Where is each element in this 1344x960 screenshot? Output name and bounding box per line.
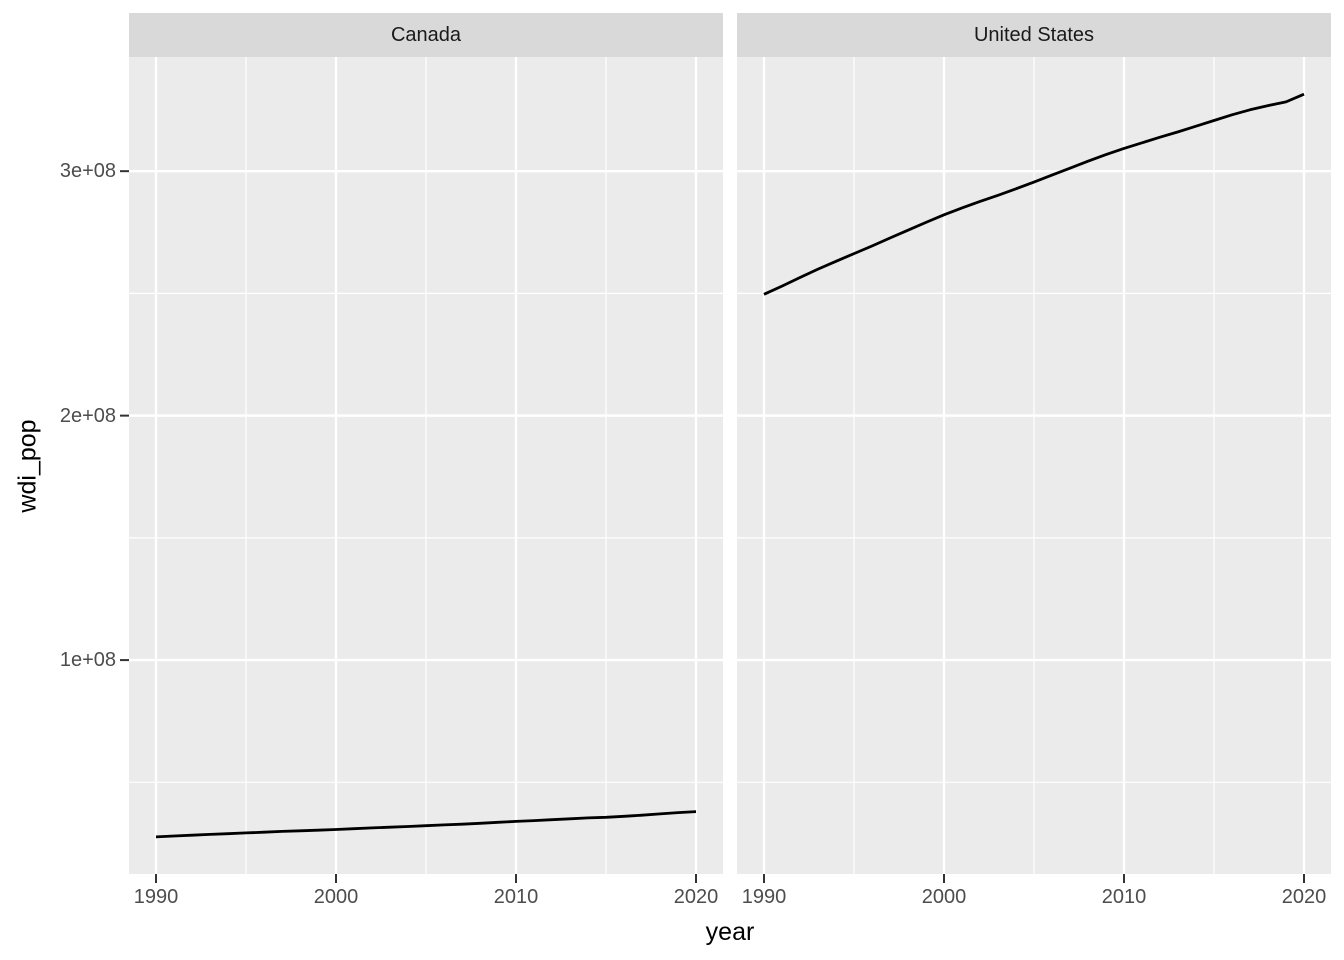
x-tick-label: 2010 [493,886,539,908]
x-tick-label: 1990 [741,886,787,908]
x-tick-label: 2020 [673,886,719,908]
y-tick-label: 3e+08 [59,160,116,183]
y-axis-title: wdi_pop [13,418,42,513]
facet-strip-canada: Canada [129,13,723,57]
y-tick-label: 2e+08 [59,404,116,427]
facet-strip-label: Canada [390,23,462,46]
x-tick-label: 2010 [1101,886,1147,908]
y-tick-label: 1e+08 [59,649,116,672]
facet-strip-united-states: United States [737,13,1331,57]
series-line-canada [155,810,697,839]
series-line-united-states [763,92,1305,296]
x-tick-label: 2000 [313,886,359,908]
x-tick-label: 2020 [1281,886,1327,908]
x-axis-title: year [705,918,755,946]
facet-strip-label: United States [973,23,1095,46]
x-tick-label: 1990 [133,886,179,908]
x-tick-label: 2000 [921,886,967,908]
